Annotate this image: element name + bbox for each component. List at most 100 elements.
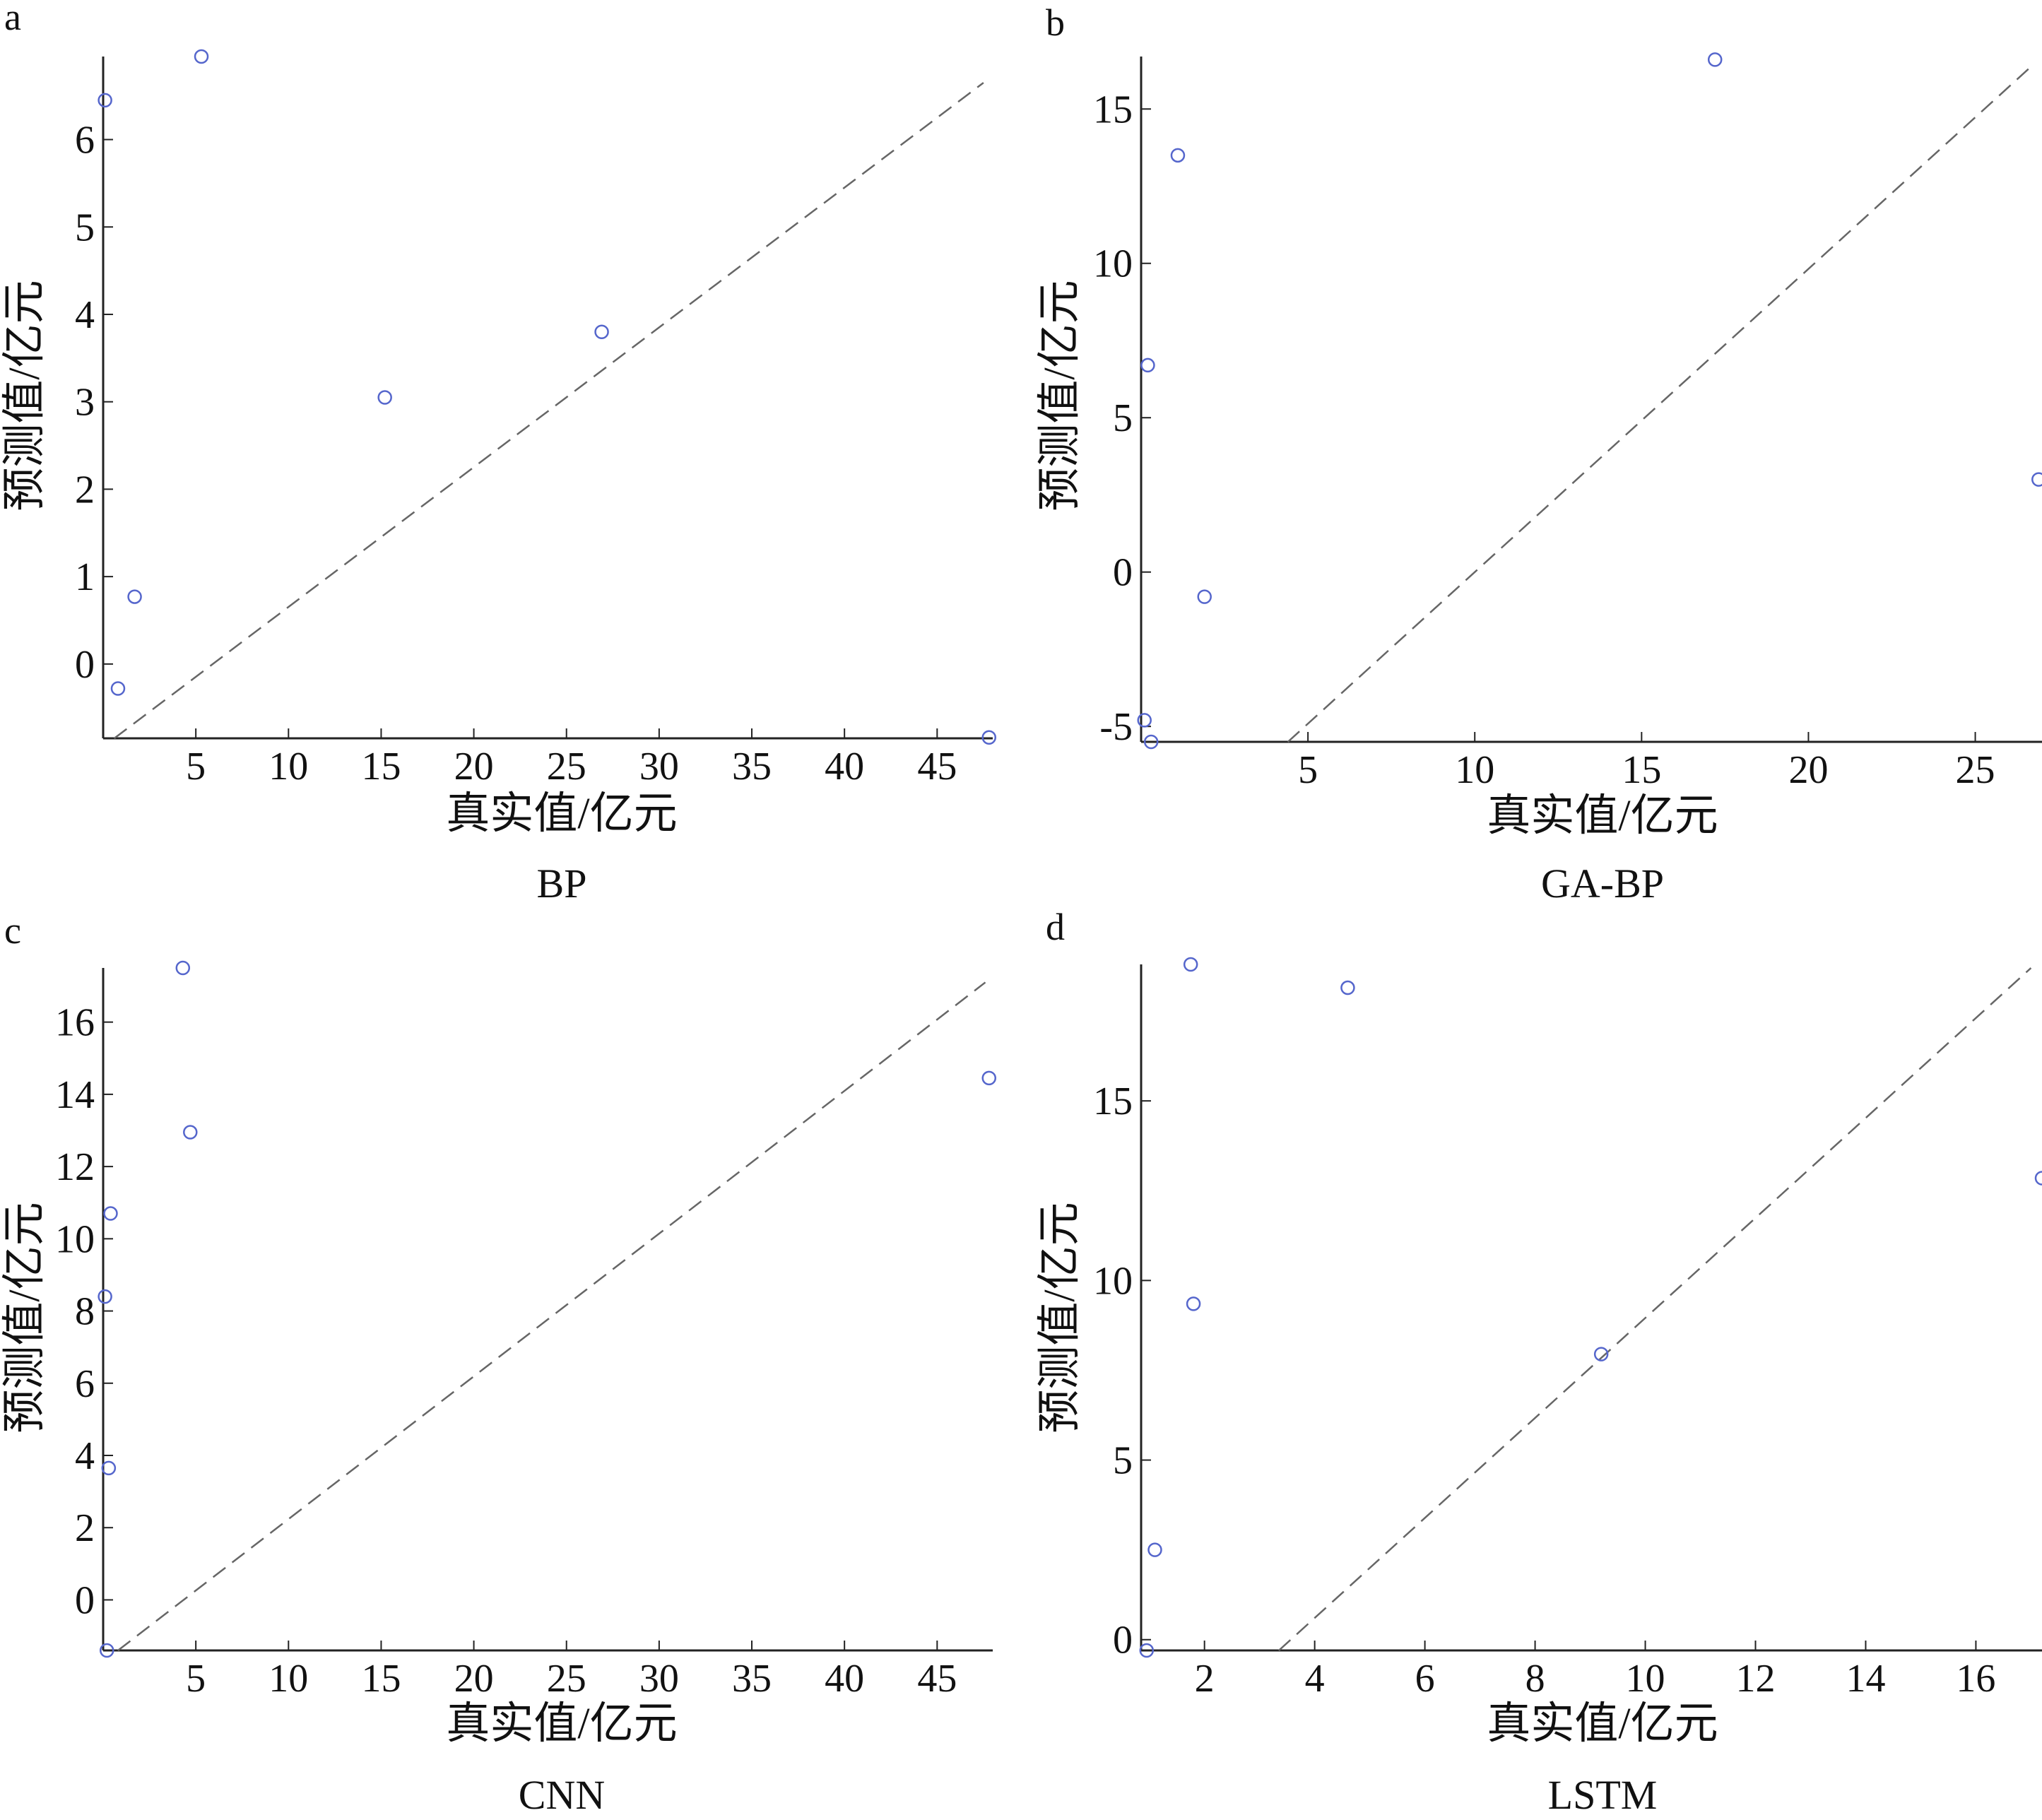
x-tick-label: 10 — [268, 745, 308, 788]
x-tick-label: 8 — [1525, 1657, 1545, 1701]
reference-line — [1287, 65, 2033, 743]
y-axis-title: 预测值/亿元 — [1036, 1202, 1084, 1433]
x-tick-label: 15 — [361, 745, 401, 788]
y-axis-title: 预测值/亿元 — [1, 280, 49, 511]
model-name: LSTM — [1548, 1772, 1658, 1818]
y-tick-label: 0 — [1113, 551, 1133, 595]
x-tick-label: 14 — [1846, 1657, 1885, 1701]
model-name: CNN — [519, 1772, 605, 1818]
x-tick-label: 16 — [1956, 1657, 1995, 1701]
data-point — [2031, 472, 2042, 487]
panel-letter: d — [1046, 906, 1065, 948]
y-tick-label: 6 — [75, 1362, 95, 1406]
data-point — [1593, 1347, 1609, 1361]
data-point — [1186, 1296, 1201, 1311]
x-axis-title: 真实值/亿元 — [446, 1700, 677, 1748]
panel-letter: a — [4, 0, 21, 38]
x-tick-label: 10 — [1455, 748, 1494, 792]
x-tick-label: 12 — [1735, 1657, 1775, 1701]
x-tick-label: 5 — [186, 1657, 206, 1701]
y-tick-label: 8 — [75, 1290, 95, 1334]
data-point — [175, 960, 191, 976]
x-tick-label: 35 — [732, 745, 772, 788]
y-tick-label: 4 — [75, 293, 95, 337]
y-tick-label: 5 — [75, 206, 95, 249]
reference-line — [113, 82, 984, 739]
x-tick-label: 40 — [825, 1657, 864, 1701]
x-tick-label: 5 — [1298, 748, 1318, 792]
data-point — [98, 93, 112, 108]
x-tick-label: 45 — [917, 1657, 957, 1701]
y-tick-label: 2 — [75, 468, 95, 512]
y-tick-label: 10 — [1093, 1259, 1133, 1303]
data-point — [981, 730, 997, 745]
y-tick-label: 5 — [1113, 1439, 1133, 1483]
panel-letter: c — [4, 909, 21, 952]
reference-line — [117, 981, 986, 1651]
x-axis-title: 真实值/亿元 — [1487, 792, 1718, 840]
y-tick-label: 4 — [75, 1434, 95, 1478]
x-tick-label: 25 — [547, 745, 586, 788]
data-point — [377, 390, 392, 405]
data-point — [103, 1206, 118, 1221]
panel-letter: b — [1046, 1, 1065, 44]
x-tick-label: 4 — [1305, 1657, 1325, 1701]
x-tick-label: 5 — [186, 745, 206, 788]
y-tick-label: 0 — [75, 1578, 95, 1622]
data-point — [127, 589, 142, 604]
x-tick-label: 2 — [1195, 1657, 1215, 1701]
x-tick-label: 25 — [1956, 748, 1995, 792]
x-tick-label: 35 — [732, 1657, 772, 1701]
y-tick-label: 16 — [55, 1001, 95, 1045]
data-point — [1183, 957, 1198, 972]
y-tick-label: 14 — [55, 1073, 95, 1117]
reference-line — [1278, 967, 2032, 1651]
model-name: BP — [537, 861, 587, 906]
y-tick-label: 10 — [1093, 242, 1133, 286]
x-tick-label: 40 — [825, 745, 864, 788]
y-tick-label: 5 — [1113, 396, 1133, 440]
model-name: GA-BP — [1541, 861, 1664, 906]
y-tick-label: 12 — [55, 1145, 95, 1189]
data-point — [1137, 713, 1152, 728]
y-tick-label: 0 — [75, 643, 95, 687]
panel-c: 5 10 15 20 25 30 35 40 45 0 2 4 6 8 10 12 14 16 真实值/亿元 预测值/… — [1, 909, 997, 1818]
y-tick-label: 15 — [1093, 88, 1133, 131]
y-tick-label: 1 — [75, 555, 95, 599]
data-point — [99, 1643, 114, 1658]
x-tick-label: 20 — [454, 745, 494, 788]
x-tick-label: 30 — [639, 745, 679, 788]
x-tick-label: 25 — [547, 1657, 586, 1701]
panel-d: 2 4 6 8 10 12 14 16 0 5 10 15 真实值/亿元 预测值/亿元 d LSTM — [1036, 906, 2042, 1818]
x-tick-label: 6 — [1415, 1657, 1435, 1701]
y-tick-label: 10 — [55, 1217, 95, 1261]
data-point — [1140, 358, 1155, 373]
x-tick-label: 15 — [1622, 748, 1661, 792]
data-point — [1707, 52, 1723, 67]
data-point — [98, 1289, 112, 1304]
data-point — [981, 1070, 997, 1086]
y-axis-title: 预测值/亿元 — [1036, 280, 1084, 511]
x-tick-label: 45 — [917, 745, 957, 788]
data-point — [1340, 980, 1355, 995]
data-point — [1197, 589, 1212, 604]
data-point — [1170, 148, 1186, 163]
y-tick-label: 3 — [75, 381, 95, 425]
y-tick-label: 2 — [75, 1506, 95, 1550]
data-point — [1139, 1643, 1155, 1658]
x-tick-label: 20 — [1788, 748, 1828, 792]
x-tick-label: 30 — [639, 1657, 679, 1701]
x-tick-label: 10 — [268, 1657, 308, 1701]
data-point — [1147, 1542, 1162, 1557]
x-tick-label: 15 — [361, 1657, 401, 1701]
data-point — [594, 324, 609, 339]
x-tick-label: 20 — [454, 1657, 494, 1701]
y-tick-label: 0 — [1113, 1619, 1133, 1662]
data-point — [194, 49, 209, 64]
data-point — [183, 1125, 198, 1140]
y-tick-label: 15 — [1093, 1080, 1133, 1123]
x-axis-title: 真实值/亿元 — [1487, 1700, 1718, 1748]
